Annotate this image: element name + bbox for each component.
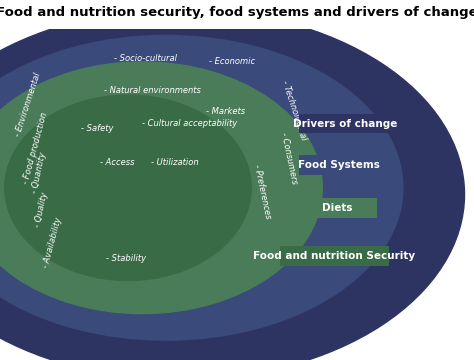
Text: - Utilization: - Utilization xyxy=(151,158,198,167)
FancyBboxPatch shape xyxy=(299,155,379,175)
Text: - Environmental: - Environmental xyxy=(13,72,42,138)
Text: - Socio-cultural: - Socio-cultural xyxy=(114,54,177,63)
Text: - Access: - Access xyxy=(100,158,134,167)
Text: Food Systems: Food Systems xyxy=(298,160,380,170)
Text: - Cultural acceptability: - Cultural acceptability xyxy=(142,119,237,128)
Text: - Safety: - Safety xyxy=(81,124,113,133)
Ellipse shape xyxy=(0,35,403,340)
Text: - Markets: - Markets xyxy=(206,107,246,116)
Text: - Technological: - Technological xyxy=(280,79,308,141)
Text: Food and nutrition Security: Food and nutrition Security xyxy=(253,251,415,261)
Text: - Economic: - Economic xyxy=(209,57,255,66)
Ellipse shape xyxy=(0,62,322,314)
Text: Drivers of change: Drivers of change xyxy=(292,118,397,129)
FancyBboxPatch shape xyxy=(299,114,391,133)
Text: - Availability: - Availability xyxy=(41,216,63,269)
Text: Food and nutrition security, food systems and drivers of change: Food and nutrition security, food system… xyxy=(0,6,474,19)
Text: - Preferences: - Preferences xyxy=(252,163,272,219)
Text: - Consumers: - Consumers xyxy=(279,131,299,185)
Text: - Quality: - Quality xyxy=(34,191,50,228)
Text: - Food production: - Food production xyxy=(22,111,49,185)
Text: - Quantity: - Quantity xyxy=(31,152,48,194)
Ellipse shape xyxy=(5,95,251,280)
Ellipse shape xyxy=(0,9,465,360)
Text: - Stability: - Stability xyxy=(106,255,146,264)
Text: Diets: Diets xyxy=(322,203,353,213)
FancyBboxPatch shape xyxy=(299,198,377,217)
Text: - Natural environments: - Natural environments xyxy=(104,86,201,95)
FancyBboxPatch shape xyxy=(280,246,389,266)
